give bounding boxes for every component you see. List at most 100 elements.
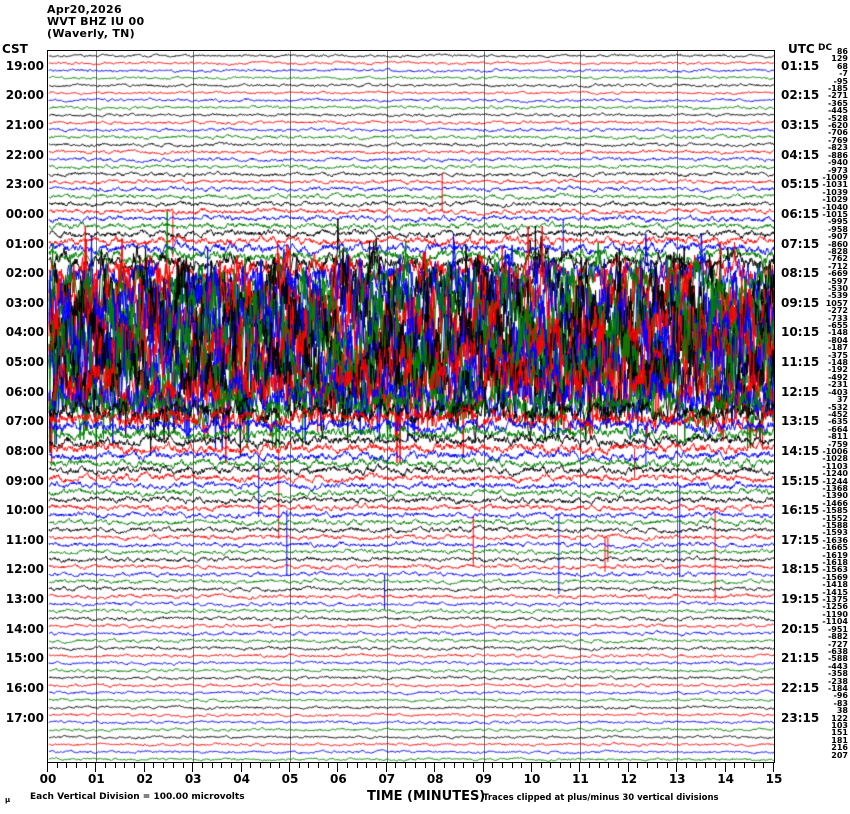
dc-value: -1552 xyxy=(822,513,848,523)
cst-hour-tick: 23:00 xyxy=(5,177,44,192)
x-tick xyxy=(666,763,668,768)
dc-value: -860 xyxy=(827,239,848,249)
x-tick xyxy=(395,763,397,768)
dc-value: -1375 xyxy=(822,595,848,605)
utc-hour-tick: 14:15 xyxy=(781,443,820,458)
x-tick xyxy=(424,763,426,768)
dc-value: -588 xyxy=(827,654,848,664)
seismogram-traces xyxy=(48,51,774,762)
dc-value: -1190 xyxy=(822,609,848,619)
dc-column-label: DC xyxy=(818,43,833,53)
cst-hour-tick: 20:00 xyxy=(5,88,44,103)
x-tick xyxy=(472,763,474,768)
utc-hour-tick: 13:15 xyxy=(781,414,820,429)
dc-value: -958 xyxy=(827,224,848,234)
dc-value: -403 xyxy=(827,387,848,397)
dc-value: -539 xyxy=(827,291,848,301)
x-tick xyxy=(724,763,726,772)
dc-value: -886 xyxy=(827,150,848,160)
x-tick xyxy=(685,763,687,768)
x-tick-label: 10 xyxy=(523,772,541,786)
dc-value: -7 xyxy=(839,69,848,79)
x-tick-label: 14 xyxy=(717,772,734,786)
dc-value: -597 xyxy=(827,276,848,286)
x-tick xyxy=(463,763,465,768)
cst-hour-tick: 09:00 xyxy=(5,473,44,488)
x-tick xyxy=(259,763,261,768)
cst-hour-tick: 13:00 xyxy=(5,592,44,607)
dc-value: -95 xyxy=(833,76,848,86)
dc-value: -1009 xyxy=(822,172,848,182)
x-tick xyxy=(85,763,87,768)
utc-hour-tick: 09:15 xyxy=(781,295,820,310)
dc-value: 151 xyxy=(831,728,848,738)
x-tick xyxy=(550,763,552,768)
utc-hour-tick: 03:15 xyxy=(781,118,820,133)
utc-hour-tick: 10:15 xyxy=(781,325,820,340)
dc-value: 68 xyxy=(836,61,848,71)
dc-value: -1103 xyxy=(822,461,848,471)
x-tick xyxy=(647,763,649,768)
right-axis-label: UTC xyxy=(788,42,815,56)
x-tick xyxy=(492,763,494,768)
x-tick-label: 04 xyxy=(233,772,250,786)
dc-value: -951 xyxy=(827,624,848,634)
cst-hour-tick: 10:00 xyxy=(5,503,44,518)
x-tick xyxy=(773,763,774,772)
x-tick xyxy=(608,763,610,768)
x-tick-label: 15 xyxy=(765,772,783,786)
x-tick xyxy=(743,763,745,768)
x-tick xyxy=(114,763,116,768)
dc-value: -1104 xyxy=(822,617,848,627)
x-tick xyxy=(318,763,320,768)
dc-value: -1619 xyxy=(822,550,848,560)
dc-value: 207 xyxy=(831,750,848,760)
dc-value: 122 xyxy=(831,713,848,723)
utc-hour-tick: 20:15 xyxy=(781,621,820,636)
utc-hour-tick: 11:15 xyxy=(781,355,820,370)
dc-value: -83 xyxy=(833,698,848,708)
x-tick xyxy=(521,763,523,768)
x-tick xyxy=(201,763,203,768)
utc-hour-tick: 15:15 xyxy=(781,473,820,488)
dc-value: -452 xyxy=(827,409,848,419)
utc-hour-tick: 16:15 xyxy=(781,503,820,518)
x-tick xyxy=(366,763,368,768)
utc-hour-tick: 23:15 xyxy=(781,710,820,725)
dc-value: -271 xyxy=(827,91,848,101)
cst-hour-tick: 06:00 xyxy=(5,384,44,399)
x-tick-label: 12 xyxy=(620,772,638,786)
dc-value: -828 xyxy=(827,246,848,256)
dc-value: -1636 xyxy=(822,535,848,545)
x-tick-label: 00 xyxy=(39,772,57,786)
dc-value: -973 xyxy=(827,165,848,175)
dc-value: -185 xyxy=(827,84,848,94)
dc-value: -375 xyxy=(827,350,848,360)
dc-value: -804 xyxy=(827,335,848,345)
dc-value: -238 xyxy=(827,676,848,686)
dc-value: -443 xyxy=(827,661,848,671)
dc-value: -445 xyxy=(827,106,848,116)
x-tick xyxy=(134,763,136,768)
dc-value: -1588 xyxy=(822,521,848,530)
cst-hour-tick: 03:00 xyxy=(5,295,44,310)
dc-value: -1466 xyxy=(822,498,848,508)
dc-value: 86 xyxy=(836,47,848,56)
cst-hour-tick: 21:00 xyxy=(5,118,44,133)
utc-hour-tick: 18:15 xyxy=(781,562,820,577)
scale-caption: Each Vertical Division = 100.00 microvol… xyxy=(30,792,245,802)
x-tick xyxy=(695,763,697,768)
x-tick xyxy=(76,763,78,768)
x-tick xyxy=(250,763,252,768)
dc-value: -532 xyxy=(827,402,848,412)
dc-value: -1031 xyxy=(822,180,848,190)
x-tick xyxy=(618,763,620,768)
utc-hour-tick: 04:15 xyxy=(781,147,820,162)
cst-hour-tick: 00:00 xyxy=(5,206,44,221)
cst-hour-tick: 22:00 xyxy=(5,147,44,162)
dc-value: -669 xyxy=(827,269,848,279)
cst-hour-tick: 19:00 xyxy=(5,58,44,73)
header-date: Apr20,2026 xyxy=(47,3,122,16)
x-tick xyxy=(327,763,329,768)
dc-value: -811 xyxy=(827,432,848,442)
